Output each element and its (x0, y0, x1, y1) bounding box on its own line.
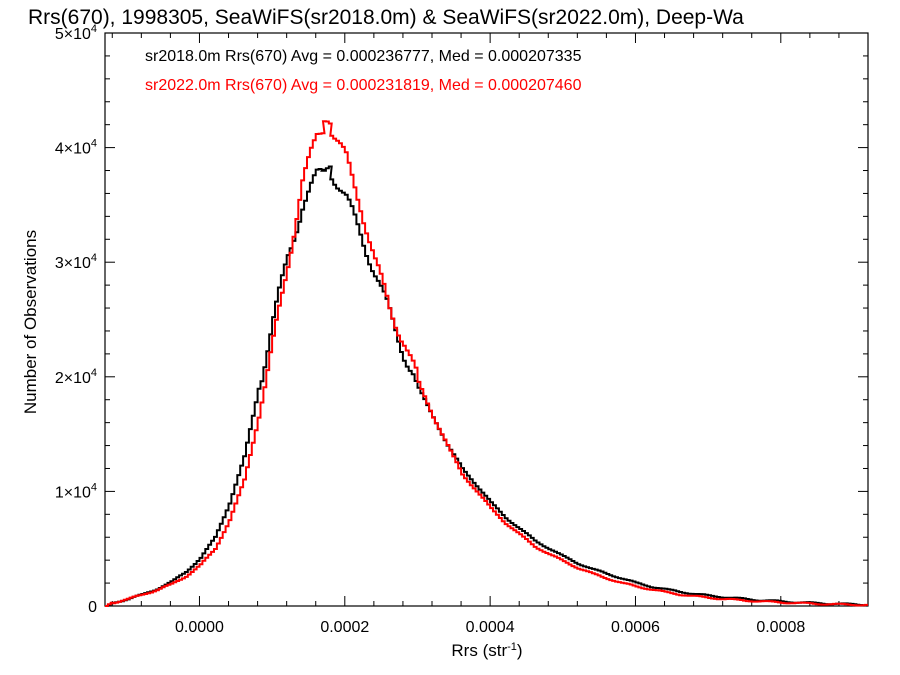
y-tick-label: 4×104 (55, 138, 97, 158)
y-tick-label: 0 (88, 599, 97, 616)
chart-title: Rrs(670), 1998305, SeaWiFS(sr2018.0m) & … (28, 6, 744, 29)
y-tick-label: 3×104 (55, 252, 97, 272)
plot-frame (104, 32, 869, 607)
y-axis-label: Number of Observations (21, 230, 40, 414)
series-2-histogram (105, 120, 868, 607)
legend-series-2: sr2022.0m Rrs(670) Avg = 0.000231819, Me… (145, 77, 582, 94)
series-group (105, 120, 868, 607)
x-tick-label: 0.0000 (175, 619, 224, 636)
legend-series-1: sr2018.0m Rrs(670) Avg = 0.000236777, Me… (145, 48, 582, 65)
x-tick-label: 0.0008 (756, 619, 805, 636)
x-tick-label: 0.0006 (611, 619, 660, 636)
y-axis-ticks: 0 1×104 2×104 3×104 4×104 5×104 (55, 23, 868, 616)
x-tick-label: 0.0004 (466, 619, 515, 636)
y-tick-label: 2×104 (55, 367, 97, 387)
x-axis-ticks: 0.0000 0.0002 0.0004 0.0006 0.0008 (111, 33, 869, 636)
y-tick-label: 1×104 (55, 481, 97, 501)
x-tick-label: 0.0002 (320, 619, 369, 636)
x-axis-label: Rrs (str-1) (451, 641, 522, 660)
legend: sr2018.0m Rrs(670) Avg = 0.000236777, Me… (145, 48, 582, 94)
series-1-histogram (105, 165, 868, 607)
y-tick-label: 5×104 (55, 23, 97, 43)
